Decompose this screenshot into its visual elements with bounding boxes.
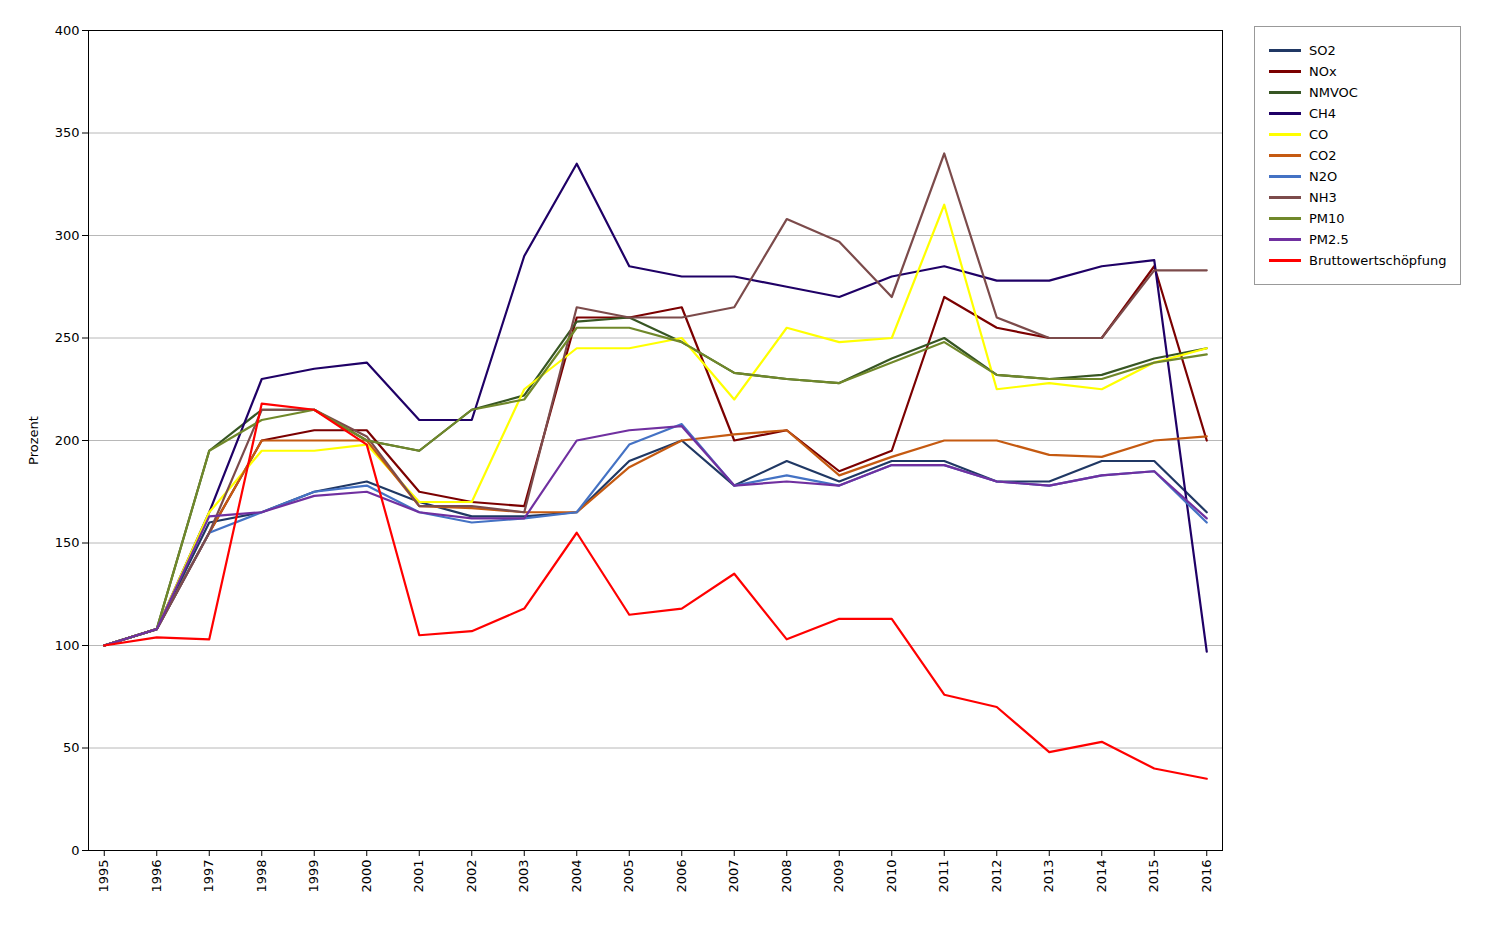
svg-text:2001: 2001 xyxy=(411,860,426,893)
svg-text:2008: 2008 xyxy=(779,860,794,893)
svg-text:2002: 2002 xyxy=(464,860,479,893)
svg-text:1996: 1996 xyxy=(149,860,164,893)
svg-text:1998: 1998 xyxy=(254,860,269,893)
svg-text:2012: 2012 xyxy=(989,860,1004,893)
html-text:N2O: N2O xyxy=(1309,169,1338,184)
svg-text:2004: 2004 xyxy=(569,860,584,893)
svg-text:2016: 2016 xyxy=(1199,860,1214,893)
svg-text:150: 150 xyxy=(55,535,80,550)
svg-text:200: 200 xyxy=(55,433,80,448)
svg-text:400: 400 xyxy=(55,23,80,38)
svg-text:Prozent: Prozent xyxy=(26,416,41,465)
svg-text:2000: 2000 xyxy=(359,860,374,893)
svg-text:2011: 2011 xyxy=(936,860,951,893)
svg-text:2013: 2013 xyxy=(1041,860,1056,893)
html-text:CH4: CH4 xyxy=(1309,106,1337,121)
svg-text:350: 350 xyxy=(55,125,80,140)
html-text:CO: CO xyxy=(1309,127,1329,142)
svg-text:100: 100 xyxy=(55,638,80,653)
svg-text:50: 50 xyxy=(63,740,80,755)
svg-text:2010: 2010 xyxy=(884,860,899,893)
svg-text:250: 250 xyxy=(55,330,80,345)
svg-text:2003: 2003 xyxy=(516,860,531,893)
html-text:NMVOC: NMVOC xyxy=(1309,85,1358,100)
html-text:PM2.5: PM2.5 xyxy=(1309,232,1349,247)
html-text:Bruttowertschöpfung: Bruttowertschöpfung xyxy=(1309,253,1447,268)
html-text:SO2: SO2 xyxy=(1309,43,1336,58)
svg-text:1999: 1999 xyxy=(306,860,321,893)
svg-text:2006: 2006 xyxy=(674,860,689,893)
svg-text:2007: 2007 xyxy=(726,860,741,893)
svg-text:2009: 2009 xyxy=(831,860,846,893)
html-text:NH3: NH3 xyxy=(1309,190,1337,205)
html-text:PM10: PM10 xyxy=(1309,211,1345,226)
svg-text:1995: 1995 xyxy=(96,860,111,893)
html-text:CO2: CO2 xyxy=(1309,148,1337,163)
svg-text:2005: 2005 xyxy=(621,860,636,893)
svg-text:1997: 1997 xyxy=(201,860,216,893)
svg-text:2014: 2014 xyxy=(1094,860,1109,893)
svg-text:0: 0 xyxy=(71,843,79,858)
html-text:NOx: NOx xyxy=(1309,64,1337,79)
svg-text:2015: 2015 xyxy=(1146,860,1161,893)
svg-text:300: 300 xyxy=(55,228,80,243)
